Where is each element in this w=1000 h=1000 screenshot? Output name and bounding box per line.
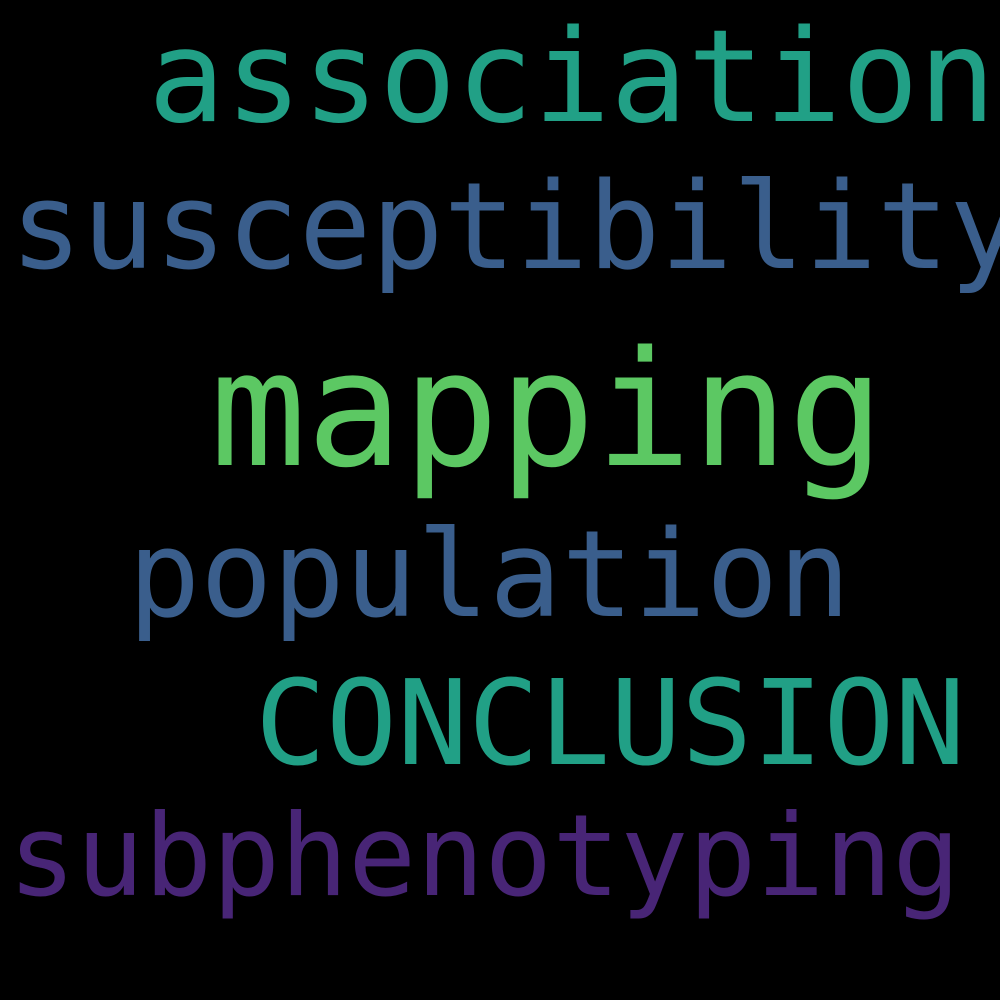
word-mapping: mapping (210, 316, 885, 503)
word-subphenotyping: subphenotyping (8, 790, 961, 922)
word-association: association (148, 3, 996, 152)
word-population: population (128, 506, 851, 645)
word-susceptibility: susceptibility (10, 158, 1000, 297)
word-conclusion: CONCLUSION (255, 654, 966, 792)
